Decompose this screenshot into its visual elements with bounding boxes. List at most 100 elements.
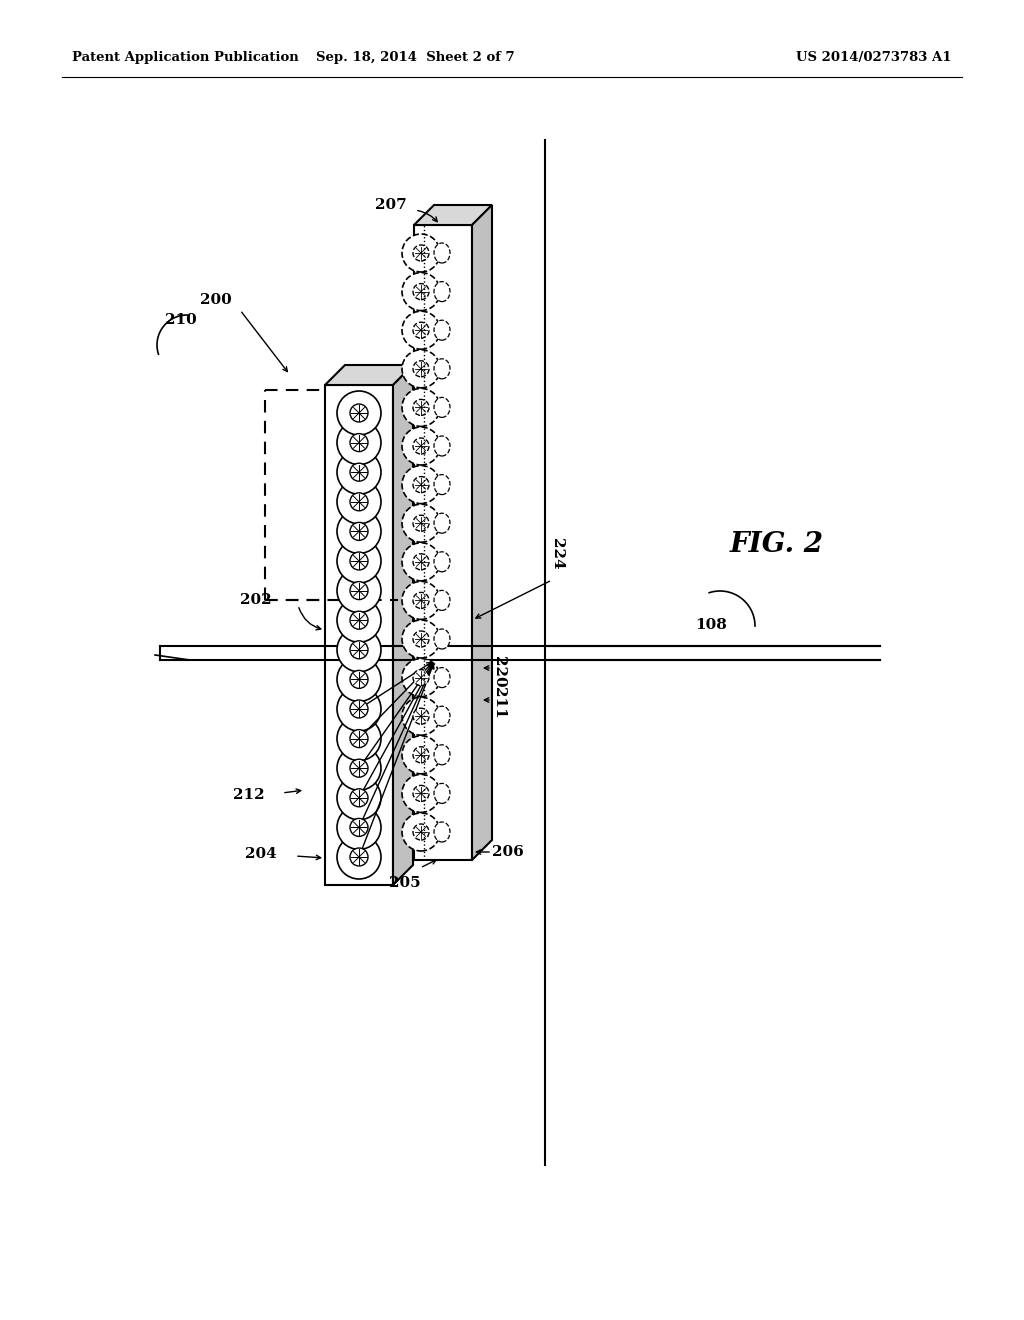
Text: 207: 207	[375, 198, 407, 213]
Text: US 2014/0273783 A1: US 2014/0273783 A1	[797, 50, 952, 63]
Circle shape	[402, 234, 440, 272]
Circle shape	[350, 582, 368, 599]
Circle shape	[350, 433, 368, 451]
Circle shape	[350, 759, 368, 777]
Ellipse shape	[434, 359, 450, 379]
Ellipse shape	[434, 706, 450, 726]
Bar	[325, 385, 393, 884]
Circle shape	[350, 523, 368, 540]
Ellipse shape	[434, 513, 450, 533]
Circle shape	[350, 847, 368, 866]
Ellipse shape	[434, 475, 450, 495]
Text: 211: 211	[492, 688, 506, 719]
Circle shape	[402, 813, 440, 851]
Circle shape	[337, 717, 381, 760]
Text: 204: 204	[246, 847, 278, 861]
Circle shape	[337, 686, 381, 731]
Circle shape	[350, 463, 368, 482]
Circle shape	[350, 730, 368, 747]
Text: 200: 200	[200, 293, 231, 308]
Circle shape	[413, 824, 429, 840]
Text: 205: 205	[389, 876, 421, 890]
Ellipse shape	[434, 668, 450, 688]
Circle shape	[337, 746, 381, 791]
Ellipse shape	[434, 281, 450, 301]
Circle shape	[413, 322, 429, 338]
Text: 108: 108	[695, 618, 727, 632]
Circle shape	[413, 360, 429, 376]
Circle shape	[350, 611, 368, 630]
Circle shape	[413, 709, 429, 725]
Polygon shape	[472, 205, 492, 861]
Circle shape	[413, 747, 429, 763]
Polygon shape	[325, 366, 413, 385]
Polygon shape	[393, 366, 413, 884]
Ellipse shape	[434, 744, 450, 764]
Circle shape	[350, 492, 368, 511]
Circle shape	[413, 593, 429, 609]
Text: Patent Application Publication: Patent Application Publication	[72, 50, 299, 63]
Circle shape	[413, 669, 429, 685]
Text: 212: 212	[233, 788, 265, 803]
Ellipse shape	[434, 783, 450, 804]
Circle shape	[402, 504, 440, 543]
Circle shape	[350, 404, 368, 422]
Ellipse shape	[434, 321, 450, 341]
Circle shape	[337, 479, 381, 524]
Circle shape	[402, 388, 440, 426]
Ellipse shape	[434, 436, 450, 455]
Ellipse shape	[434, 397, 450, 417]
Circle shape	[413, 785, 429, 801]
Circle shape	[402, 659, 440, 697]
Bar	[414, 224, 472, 861]
Circle shape	[350, 671, 368, 689]
Circle shape	[337, 539, 381, 583]
Circle shape	[413, 554, 429, 570]
Circle shape	[402, 775, 440, 812]
Circle shape	[337, 776, 381, 820]
Circle shape	[413, 515, 429, 531]
Circle shape	[402, 735, 440, 774]
Ellipse shape	[434, 630, 450, 649]
Text: 202: 202	[241, 593, 272, 607]
Circle shape	[337, 598, 381, 643]
Text: 220: 220	[492, 656, 506, 688]
Ellipse shape	[434, 822, 450, 842]
Text: FIG. 2: FIG. 2	[730, 532, 824, 558]
Circle shape	[413, 246, 429, 261]
Circle shape	[402, 697, 440, 735]
Circle shape	[350, 789, 368, 807]
Circle shape	[337, 510, 381, 553]
Ellipse shape	[434, 590, 450, 610]
Circle shape	[402, 312, 440, 350]
Circle shape	[337, 569, 381, 612]
Circle shape	[413, 477, 429, 492]
Circle shape	[337, 657, 381, 701]
Ellipse shape	[434, 552, 450, 572]
Circle shape	[413, 631, 429, 647]
Text: 206: 206	[492, 845, 523, 859]
Circle shape	[350, 700, 368, 718]
Circle shape	[337, 391, 381, 436]
Circle shape	[413, 438, 429, 454]
Circle shape	[402, 273, 440, 310]
Circle shape	[402, 426, 440, 465]
Circle shape	[402, 620, 440, 657]
Text: Sep. 18, 2014  Sheet 2 of 7: Sep. 18, 2014 Sheet 2 of 7	[315, 50, 514, 63]
Circle shape	[350, 552, 368, 570]
Circle shape	[350, 640, 368, 659]
Polygon shape	[414, 205, 492, 224]
Circle shape	[337, 628, 381, 672]
Text: 224: 224	[550, 539, 564, 570]
Circle shape	[413, 400, 429, 416]
Circle shape	[402, 581, 440, 619]
Text: 210: 210	[165, 313, 197, 327]
Circle shape	[337, 450, 381, 494]
Circle shape	[337, 421, 381, 465]
Circle shape	[402, 466, 440, 504]
Circle shape	[337, 805, 381, 849]
Ellipse shape	[434, 243, 450, 263]
Circle shape	[350, 818, 368, 837]
Circle shape	[402, 350, 440, 388]
Circle shape	[413, 284, 429, 300]
